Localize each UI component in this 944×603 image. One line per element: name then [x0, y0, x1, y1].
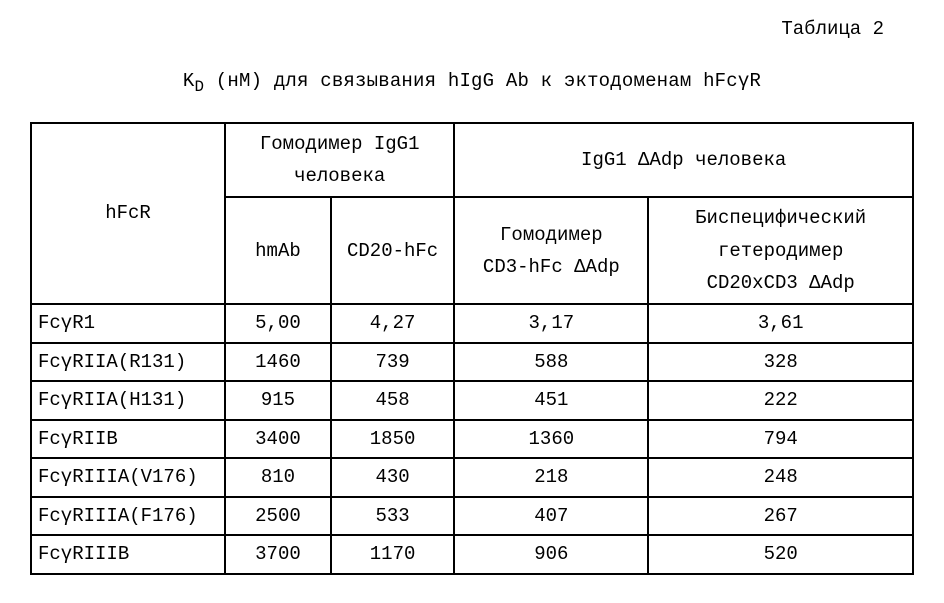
row-name: FcγRIIB — [31, 420, 225, 459]
cell-value: 222 — [648, 381, 913, 420]
header-row-1: hFcR Гомодимер IgG1 человека IgG1 ΔAdp ч… — [31, 123, 913, 198]
group1-line2: человека — [294, 165, 385, 187]
cell-value: 810 — [225, 458, 331, 497]
table-body: FcγR15,004,273,173,61FcγRIIA(R131)146073… — [31, 304, 913, 574]
col-header-cd20: CD20-hFc — [331, 197, 454, 304]
bispec-line2: гетеродимер — [718, 240, 843, 262]
col-header-cd3: Гомодимер CD3-hFc ΔAdp — [454, 197, 648, 304]
cell-value: 3,61 — [648, 304, 913, 343]
table-title: KD (нМ) для связывания hIgG Ab к эктодом… — [30, 70, 914, 96]
col-header-group2: IgG1 ΔAdp человека — [454, 123, 913, 198]
cell-value: 458 — [331, 381, 454, 420]
col-header-hfcr: hFcR — [31, 123, 225, 304]
group1-line1: Гомодимер IgG1 — [260, 133, 420, 155]
table-row: FcγRIIIA(V176)810430218248 — [31, 458, 913, 497]
cell-value: 267 — [648, 497, 913, 536]
page: Таблица 2 KD (нМ) для связывания hIgG Ab… — [0, 0, 944, 603]
cell-value: 430 — [331, 458, 454, 497]
cell-value: 451 — [454, 381, 648, 420]
cell-value: 1360 — [454, 420, 648, 459]
col-header-hmab: hmAb — [225, 197, 331, 304]
table-row: FcγRIIIB37001170906520 — [31, 535, 913, 574]
table-row: FcγRIIB340018501360794 — [31, 420, 913, 459]
cell-value: 1850 — [331, 420, 454, 459]
bispec-line3: CD20xCD3 ΔAdp — [707, 272, 855, 294]
row-name: FcγRIIIA(V176) — [31, 458, 225, 497]
cell-value: 533 — [331, 497, 454, 536]
cell-value: 407 — [454, 497, 648, 536]
cell-value: 4,27 — [331, 304, 454, 343]
cell-value: 218 — [454, 458, 648, 497]
cell-value: 3700 — [225, 535, 331, 574]
cell-value: 1170 — [331, 535, 454, 574]
cell-value: 3,17 — [454, 304, 648, 343]
cell-value: 2500 — [225, 497, 331, 536]
cell-value: 248 — [648, 458, 913, 497]
table-number-label: Таблица 2 — [30, 18, 914, 40]
cd3-line1: Гомодимер — [500, 224, 603, 246]
cell-value: 588 — [454, 343, 648, 382]
cell-value: 328 — [648, 343, 913, 382]
cell-value: 1460 — [225, 343, 331, 382]
bispec-line1: Биспецифический — [695, 207, 866, 229]
cell-value: 794 — [648, 420, 913, 459]
cell-value: 739 — [331, 343, 454, 382]
row-name: FcγRIIA(R131) — [31, 343, 225, 382]
cell-value: 3400 — [225, 420, 331, 459]
col-header-bispec: Биспецифический гетеродимер CD20xCD3 ΔAd… — [648, 197, 913, 304]
cell-value: 906 — [454, 535, 648, 574]
cd3-line2: CD3-hFc ΔAdp — [483, 256, 620, 278]
cell-value: 520 — [648, 535, 913, 574]
row-name: FcγRIIIA(F176) — [31, 497, 225, 536]
row-name: FcγRIIA(H131) — [31, 381, 225, 420]
row-name: FcγR1 — [31, 304, 225, 343]
cell-value: 915 — [225, 381, 331, 420]
table-row: FcγR15,004,273,173,61 — [31, 304, 913, 343]
table-row: FcγRIIIA(F176)2500533407267 — [31, 497, 913, 536]
col-header-group1: Гомодимер IgG1 человека — [225, 123, 454, 198]
table-row: FcγRIIA(R131)1460739588328 — [31, 343, 913, 382]
table-row: FcγRIIA(H131)915458451222 — [31, 381, 913, 420]
data-table: hFcR Гомодимер IgG1 человека IgG1 ΔAdp ч… — [30, 122, 914, 575]
cell-value: 5,00 — [225, 304, 331, 343]
row-name: FcγRIIIB — [31, 535, 225, 574]
